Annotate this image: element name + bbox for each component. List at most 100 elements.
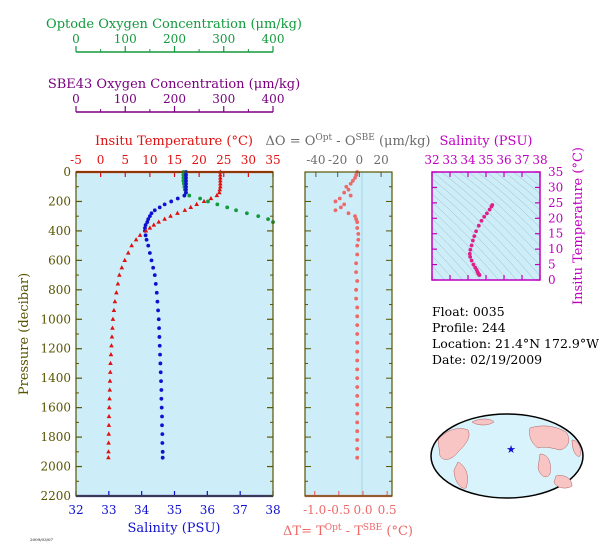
- delta-o-point: [355, 411, 360, 416]
- salinity-point: [160, 449, 165, 454]
- float-location-marker-icon: ★: [506, 443, 516, 456]
- optode-axis-title: Optode Oxygen Concentration (μm/kg): [46, 17, 302, 32]
- delta-o-title: ΔO = OOpt - OSBE (μm/kg): [266, 133, 431, 149]
- pressure-tick-label: 600: [48, 253, 71, 267]
- temperature-point: [107, 396, 112, 401]
- ts-temp-tick-label: 5: [548, 258, 556, 272]
- delta-o-point: [355, 429, 360, 434]
- optode-oxygen-point: [187, 193, 192, 198]
- delta-o-point: [344, 184, 349, 189]
- optode-axis-tick-label: 0: [72, 32, 80, 46]
- ts-salinity-tick-label: 35: [478, 153, 493, 167]
- salinity-point: [147, 214, 152, 219]
- delta-o-point: [356, 231, 361, 236]
- density-contour: [432, 178, 536, 280]
- ts-point: [482, 214, 487, 219]
- salinity-point: [159, 379, 163, 384]
- temperature-point: [122, 257, 128, 262]
- ts-temp-tick-label: 15: [548, 227, 563, 241]
- temperature-point: [218, 184, 223, 189]
- temperature-point: [110, 325, 115, 330]
- ts-point: [471, 262, 476, 267]
- ts-point: [474, 229, 478, 234]
- salinity-point: [156, 317, 161, 322]
- delta-o-point: [355, 438, 360, 442]
- salinity-tick-label: 35: [167, 503, 182, 517]
- pressure-tick-label: 1200: [40, 342, 71, 356]
- salinity-point: [152, 273, 157, 277]
- temperature-point: [137, 232, 143, 237]
- temperature-point: [111, 307, 117, 313]
- delta-o-point: [354, 270, 359, 275]
- salinity-point: [157, 326, 161, 331]
- ts-point: [467, 251, 472, 256]
- temperature-point: [218, 172, 223, 177]
- delta-o-point: [355, 446, 360, 451]
- ts-temp-tick-label: 25: [548, 196, 563, 210]
- salinity-point: [159, 405, 164, 410]
- salinity-point: [153, 282, 158, 286]
- salinity-tick-label: 37: [233, 503, 248, 517]
- salinity-point: [143, 223, 148, 227]
- salinity-point: [146, 217, 151, 222]
- temperature-point: [143, 228, 149, 233]
- salinity-point: [169, 199, 174, 204]
- temperature-point: [106, 449, 111, 454]
- pressure-tick-label: 400: [48, 224, 71, 238]
- temperature-point: [109, 343, 114, 348]
- optode-oxygen-point: [215, 202, 220, 207]
- salinity-point: [143, 233, 148, 238]
- temperature-tick-label: -5: [70, 153, 82, 167]
- delta-o-tick-label: -40: [306, 153, 325, 167]
- temperature-point: [217, 190, 222, 195]
- pressure-tick-label: 0: [63, 165, 71, 179]
- ts-salinity-tick-label: 32: [424, 153, 439, 167]
- optode-oxygen-point: [234, 208, 238, 213]
- ts-point: [469, 258, 474, 263]
- delta-o-point: [354, 261, 359, 266]
- salinity-point: [156, 308, 160, 313]
- delta-o-point: [355, 393, 360, 398]
- ts-point: [476, 223, 481, 228]
- profile-plot-area: [76, 172, 273, 496]
- temperature-point: [217, 187, 223, 192]
- density-contour: [441, 172, 540, 266]
- delta-frame: [304, 171, 393, 497]
- temperature-point: [201, 198, 207, 204]
- temperature-point: [129, 243, 134, 248]
- salinity-point: [149, 211, 154, 216]
- temperature-tick-label: 15: [167, 153, 182, 167]
- delta-o-tick-label: 20: [373, 153, 388, 167]
- salinity-point: [157, 205, 162, 210]
- delta-o-point: [355, 376, 360, 381]
- delta-o-point: [333, 208, 338, 213]
- temperature-point: [106, 455, 111, 460]
- delta-o-point: [338, 205, 343, 210]
- temperature-point: [175, 210, 180, 215]
- delta-o-point: [355, 226, 360, 230]
- profile-panel: Insitu Temperature (°C) -5 0 5 10 15 20 25 30 35…: [17, 134, 281, 536]
- ts-point: [472, 234, 477, 239]
- salinity-point: [160, 441, 165, 445]
- delta-o-point: [346, 211, 351, 216]
- sbe-axis-tick-label: 300: [212, 92, 235, 106]
- temperature-point: [110, 316, 116, 321]
- optode-axis-tick-label: 100: [114, 32, 137, 46]
- pressure-tick-label: 2000: [40, 460, 71, 474]
- salinity-point: [182, 193, 187, 198]
- ts-salinity-tick-label: 37: [514, 153, 529, 167]
- density-contour: [522, 172, 540, 187]
- salinity-point: [160, 432, 165, 437]
- delta-t-tick-label: -1.0: [303, 503, 326, 517]
- temperature-point: [214, 192, 220, 198]
- pressure-tick-label: 1800: [40, 430, 71, 444]
- salinity-axis-title: Salinity (PSU): [128, 521, 221, 536]
- delta-o-point: [353, 175, 357, 180]
- optode-oxygen-point: [256, 214, 261, 219]
- density-contour: [513, 172, 540, 195]
- delta-o-tick-label: -20: [328, 153, 347, 167]
- salinity-point: [155, 299, 160, 304]
- pressure-tick-label: 2200: [40, 489, 71, 503]
- ts-temp-tick-label: 10: [548, 242, 563, 256]
- ts-point: [479, 218, 484, 223]
